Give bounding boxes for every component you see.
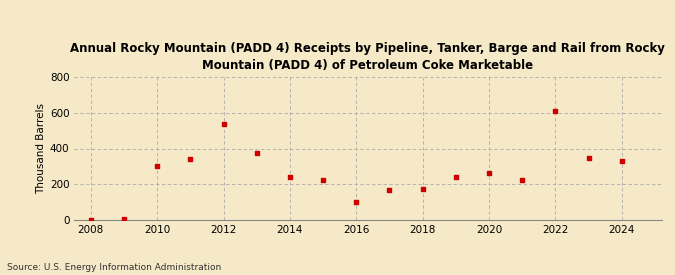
Point	[616, 158, 627, 163]
Point	[218, 122, 229, 127]
Point	[284, 175, 295, 180]
Point	[483, 170, 494, 175]
Point	[119, 217, 130, 221]
Point	[384, 188, 395, 192]
Point	[185, 157, 196, 161]
Point	[318, 178, 329, 183]
Point	[251, 151, 262, 155]
Point	[152, 164, 163, 169]
Y-axis label: Thousand Barrels: Thousand Barrels	[36, 103, 46, 194]
Point	[583, 156, 594, 160]
Point	[450, 175, 461, 179]
Text: Source: U.S. Energy Information Administration: Source: U.S. Energy Information Administ…	[7, 263, 221, 272]
Point	[550, 109, 561, 113]
Point	[517, 178, 528, 183]
Point	[417, 187, 428, 191]
Point	[351, 200, 362, 204]
Point	[86, 218, 97, 222]
Title: Annual Rocky Mountain (PADD 4) Receipts by Pipeline, Tanker, Barge and Rail from: Annual Rocky Mountain (PADD 4) Receipts …	[70, 42, 666, 72]
